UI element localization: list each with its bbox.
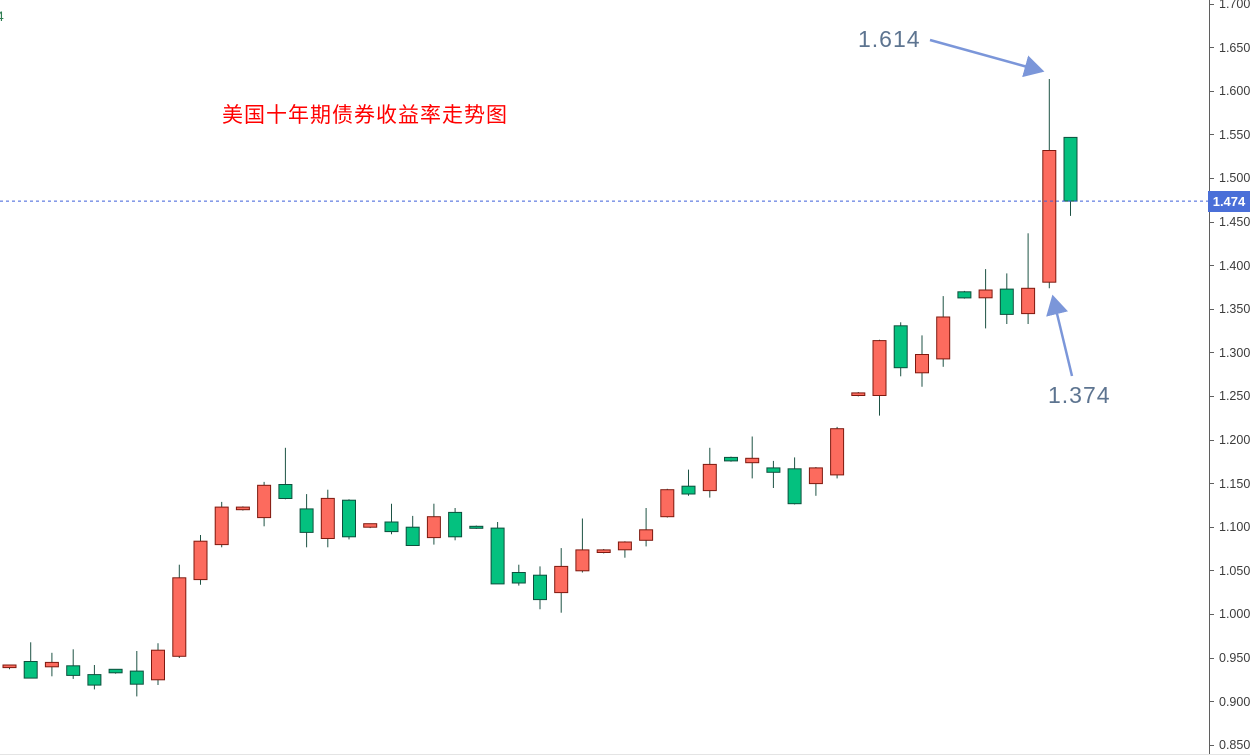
y-axis-tick xyxy=(1209,570,1214,572)
candle xyxy=(915,335,929,387)
candle xyxy=(320,489,335,548)
candle xyxy=(214,501,229,548)
y-axis-label: 1.250 xyxy=(1219,389,1250,404)
y-axis-label: 1.450 xyxy=(1219,215,1250,229)
candle xyxy=(384,503,399,535)
candle xyxy=(936,296,951,367)
candle xyxy=(342,499,356,540)
candle xyxy=(426,503,441,545)
candle xyxy=(702,447,717,498)
y-axis-label: 1.550 xyxy=(1219,127,1250,142)
candle xyxy=(808,467,823,496)
y-axis-tick xyxy=(1209,352,1214,354)
candle xyxy=(235,506,250,511)
candle xyxy=(44,652,59,677)
candle xyxy=(511,564,526,586)
y-axis-label: 1.700 xyxy=(1219,0,1250,11)
candle xyxy=(766,460,781,488)
y-axis-label: 0.900 xyxy=(1219,694,1250,709)
annotation-arrow-low xyxy=(1046,294,1074,377)
annotation-high-label: 1.614 xyxy=(858,26,921,52)
candle xyxy=(469,525,484,529)
y-axis-tick xyxy=(1209,265,1214,267)
y-axis-tick xyxy=(1209,221,1214,223)
y-axis-tick xyxy=(1209,395,1214,397)
candle xyxy=(639,508,654,547)
annotation-low-label: 1.374 xyxy=(1048,382,1111,408)
y-axis-label: 1.600 xyxy=(1219,84,1250,99)
y-axis-label: 1.100 xyxy=(1219,520,1250,535)
candle xyxy=(87,665,102,690)
y-axis-tick xyxy=(1209,308,1214,310)
candle xyxy=(893,322,908,377)
y-axis-label: 1.500 xyxy=(1219,171,1250,186)
candle xyxy=(872,339,887,416)
candle xyxy=(1063,136,1078,216)
y-axis-tick xyxy=(1209,657,1214,659)
candle xyxy=(978,269,993,329)
candle xyxy=(957,290,972,299)
y-axis-label: 0.850 xyxy=(1219,738,1250,753)
candle xyxy=(278,447,293,500)
y-axis-label: 1.650 xyxy=(1219,40,1250,55)
y-axis-tick xyxy=(1209,483,1214,485)
candle xyxy=(533,566,547,610)
candle xyxy=(405,515,420,547)
candle xyxy=(830,426,845,479)
candle xyxy=(554,548,569,613)
candle xyxy=(660,488,675,518)
candle xyxy=(129,651,144,697)
y-axis-label: 1.150 xyxy=(1219,476,1250,491)
candle xyxy=(363,523,378,529)
y-axis-tick xyxy=(1209,439,1214,441)
y-axis-label: 1.000 xyxy=(1219,607,1250,622)
y-axis-tick xyxy=(1209,90,1214,92)
y-axis-label: 0.950 xyxy=(1219,651,1250,665)
y-axis-tick xyxy=(1209,3,1214,5)
y-axis-tick xyxy=(1209,613,1214,615)
candle xyxy=(2,664,17,670)
candle xyxy=(23,642,38,679)
candle xyxy=(193,535,208,585)
y-axis-tick xyxy=(1209,134,1214,136)
y-axis-label: 1.200 xyxy=(1219,433,1250,447)
candle xyxy=(851,392,866,397)
candle xyxy=(745,436,760,479)
candle xyxy=(257,481,272,527)
y-axis-label: 1.400 xyxy=(1219,258,1250,273)
y-axis-price-scale[interactable]: 1.700 1.650 1.600 1.550 1.500 1.450 1.400 1.350… xyxy=(1208,0,1250,755)
candle xyxy=(617,541,632,558)
candle xyxy=(299,494,314,548)
annotation-arrow-high xyxy=(929,38,1045,78)
y-axis-label: 1.350 xyxy=(1219,302,1250,317)
candle xyxy=(1042,79,1057,289)
candle xyxy=(787,457,802,505)
candle xyxy=(724,456,738,462)
chart-title: 美国十年期债券收益率走势图 xyxy=(222,104,508,127)
corner-number: 4 xyxy=(0,8,4,24)
candle xyxy=(681,469,696,496)
y-axis-tick xyxy=(1209,701,1214,703)
candle xyxy=(999,273,1014,324)
candle xyxy=(172,564,187,658)
candle xyxy=(66,649,81,679)
candle xyxy=(1021,233,1036,324)
current-price-badge: 1.474 xyxy=(1208,190,1250,212)
y-axis-tick xyxy=(1209,177,1214,179)
y-axis-tick xyxy=(1209,47,1214,49)
candle xyxy=(108,668,123,674)
y-axis-tick xyxy=(1209,526,1214,528)
candle xyxy=(151,643,165,685)
y-axis-tick xyxy=(1209,744,1214,746)
candle xyxy=(448,508,463,541)
y-axis-label: 1.300 xyxy=(1219,345,1250,360)
candle xyxy=(490,522,505,585)
candle xyxy=(575,518,590,573)
candle xyxy=(596,549,611,554)
y-axis-label: 1.050 xyxy=(1219,563,1250,578)
